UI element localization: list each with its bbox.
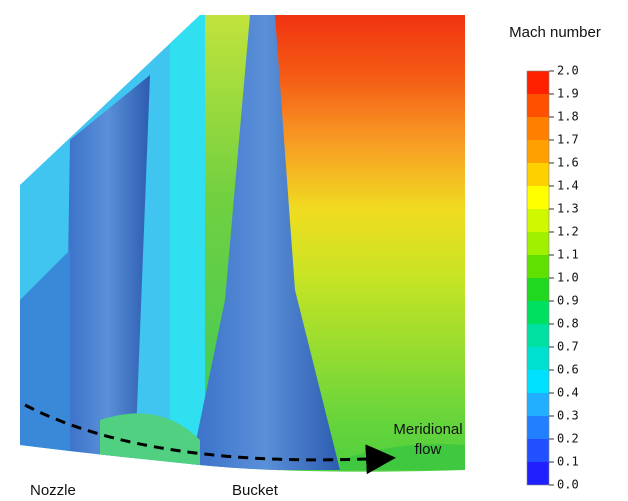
colorbar-title: Mach number (509, 24, 601, 41)
colorbar-band (527, 324, 549, 347)
colorbar-band (527, 301, 549, 324)
tick-label: 0.1 (557, 455, 579, 469)
colorbar-band (527, 255, 549, 278)
tick-label: 0.7 (557, 340, 579, 354)
tick-label: 1.6 (557, 156, 579, 170)
tick-label: 1.3 (557, 202, 579, 216)
figure: Nozzle Bucket Meridional flow Mach numbe… (0, 0, 628, 501)
tick-label: 0.3 (557, 409, 579, 423)
tick-label: 0.0 (557, 478, 579, 492)
tick-label: 2.0 (557, 64, 579, 78)
tick-label: 0.4 (557, 386, 579, 400)
bucket-label: Bucket (232, 482, 279, 499)
tick-label: 1.8 (557, 110, 579, 124)
tick-label: 1.4 (557, 179, 579, 193)
tick-label: 1.7 (557, 133, 579, 147)
tick-label: 0.6 (557, 363, 579, 377)
colorbar-band (527, 163, 549, 186)
tick-label: 1.9 (557, 87, 579, 101)
colorbar-band (527, 278, 549, 301)
colorbar-band (527, 140, 549, 163)
tick-label: 1.2 (557, 225, 579, 239)
nozzle-label: Nozzle (30, 482, 76, 499)
colorbar-band (527, 370, 549, 393)
colorbar-band (527, 416, 549, 439)
colorbar-band (527, 94, 549, 117)
flow-label: flow (415, 441, 442, 458)
colorbar-band (527, 117, 549, 140)
colorbar-band (527, 209, 549, 232)
tick-label: 1.1 (557, 248, 579, 262)
tick-label: 0.8 (557, 317, 579, 331)
flow-label: Meridional (393, 421, 462, 438)
colorbar-band (527, 462, 549, 485)
colorbar-band (527, 71, 549, 94)
colorbar-band (527, 347, 549, 370)
tick-label: 0.9 (557, 294, 579, 308)
colorbar-band (527, 232, 549, 255)
tick-label: 0.2 (557, 432, 579, 446)
colorbar-band (527, 439, 549, 462)
tick-label: 1.0 (557, 271, 579, 285)
colorbar-band (527, 393, 549, 416)
colorbar-band (527, 186, 549, 209)
